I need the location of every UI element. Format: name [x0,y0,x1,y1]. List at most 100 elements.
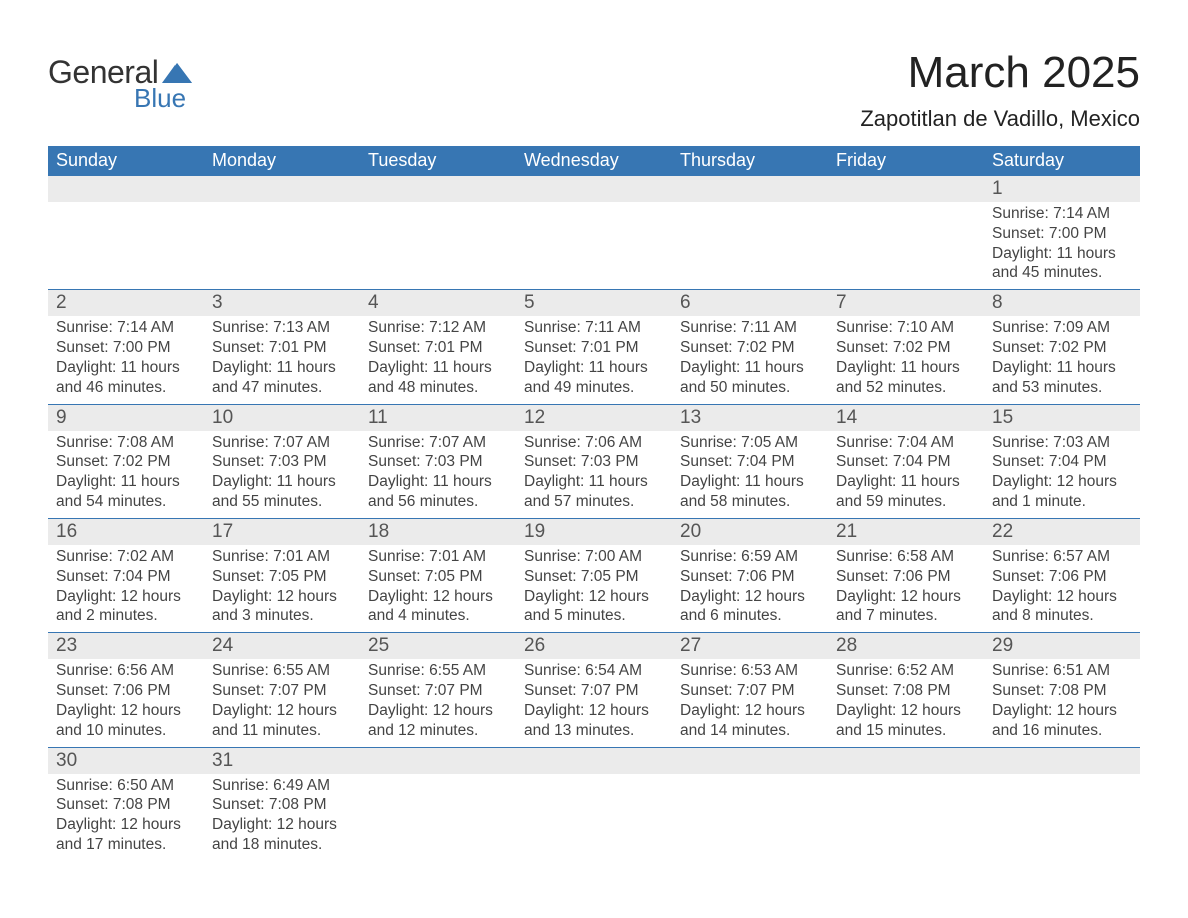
daylight-line: Daylight: 11 hours and 46 minutes. [56,359,180,396]
daylight-line: Daylight: 11 hours and 52 minutes. [836,359,960,396]
day-number-cell [516,747,672,774]
day-number: 3 [204,290,360,316]
day-body-cell: Sunrise: 7:11 AMSunset: 7:01 PMDaylight:… [516,316,672,404]
sunset-line: Sunset: 7:01 PM [368,339,483,356]
day-details: Sunrise: 6:55 AMSunset: 7:07 PMDaylight:… [360,659,516,746]
day-number: 2 [48,290,204,316]
sunrise-line: Sunrise: 6:56 AM [56,662,174,679]
day-details [360,774,516,834]
day-number: 25 [360,633,516,659]
week-body-row: Sunrise: 7:08 AMSunset: 7:02 PMDaylight:… [48,431,1140,519]
day-number-cell: 8 [984,290,1140,317]
week-body-row: Sunrise: 7:02 AMSunset: 7:04 PMDaylight:… [48,545,1140,633]
day-number-cell: 7 [828,290,984,317]
day-number: 10 [204,405,360,431]
day-number-cell [516,176,672,203]
day-body-cell: Sunrise: 7:01 AMSunset: 7:05 PMDaylight:… [204,545,360,633]
day-number [672,748,828,774]
daylight-line: Daylight: 11 hours and 54 minutes. [56,473,180,510]
day-details: Sunrise: 7:07 AMSunset: 7:03 PMDaylight:… [360,431,516,518]
day-body-cell: Sunrise: 7:14 AM Sunset: 7:00 PM Daylight:… [984,202,1140,290]
day-details: Sunrise: 7:05 AMSunset: 7:04 PMDaylight:… [672,431,828,518]
sunset-line: Sunset: 7:07 PM [524,682,639,699]
week-daynum-row: 16171819202122 [48,518,1140,545]
daylight-line: Daylight: 11 hours and 57 minutes. [524,473,648,510]
day-number-cell: 19 [516,518,672,545]
day-number-cell: 30 [48,747,204,774]
day-number [516,748,672,774]
day-number-cell [672,176,828,203]
week-daynum-row: 1 [48,176,1140,203]
day-body-cell: Sunrise: 7:05 AMSunset: 7:04 PMDaylight:… [672,431,828,519]
daylight-line: Daylight: 12 hours and 12 minutes. [368,702,493,739]
header: General Blue March 2025 Zapotitlan de Va… [48,48,1140,138]
sunset-line: Sunset: 7:08 PM [992,682,1107,699]
day-number-cell: 22 [984,518,1140,545]
day-number: 29 [984,633,1140,659]
day-body-cell [360,202,516,290]
day-details: Sunrise: 6:50 AMSunset: 7:08 PMDaylight:… [48,774,204,861]
day-number-cell [48,176,204,203]
day-header: Saturday [984,146,1140,176]
sunset-line: Sunset: 7:00 PM [56,339,171,356]
daylight-line: Daylight: 11 hours and 45 minutes. [992,245,1116,282]
day-details: Sunrise: 7:07 AMSunset: 7:03 PMDaylight:… [204,431,360,518]
day-number: 24 [204,633,360,659]
calendar-table: SundayMondayTuesdayWednesdayThursdayFrid… [48,146,1140,861]
sunrise-line: Sunrise: 7:03 AM [992,434,1110,451]
sunrise-line: Sunrise: 6:52 AM [836,662,954,679]
location-subtitle: Zapotitlan de Vadillo, Mexico [860,106,1140,132]
week-daynum-row: 9101112131415 [48,404,1140,431]
daylight-line: Daylight: 12 hours and 3 minutes. [212,588,337,625]
sunset-line: Sunset: 7:05 PM [524,568,639,585]
week-body-row: Sunrise: 7:14 AM Sunset: 7:00 PM Daylight:… [48,202,1140,290]
day-number [48,176,204,202]
day-number: 18 [360,519,516,545]
day-number-cell: 20 [672,518,828,545]
daylight-line: Daylight: 12 hours and 5 minutes. [524,588,649,625]
sunrise-line: Sunrise: 6:51 AM [992,662,1110,679]
day-number-cell: 28 [828,633,984,660]
day-body-cell [672,774,828,861]
day-body-cell: Sunrise: 6:49 AMSunset: 7:08 PMDaylight:… [204,774,360,861]
day-number: 13 [672,405,828,431]
daylight-line: Daylight: 11 hours and 50 minutes. [680,359,804,396]
sunrise-line: Sunrise: 6:57 AM [992,548,1110,565]
day-number-cell: 29 [984,633,1140,660]
sunset-line: Sunset: 7:06 PM [56,682,171,699]
brand-word-2: Blue [134,83,192,114]
day-details: Sunrise: 6:49 AMSunset: 7:08 PMDaylight:… [204,774,360,861]
day-details [516,774,672,834]
sunset-line: Sunset: 7:00 PM [992,225,1107,242]
day-body-cell: Sunrise: 7:10 AMSunset: 7:02 PMDaylight:… [828,316,984,404]
day-details [360,202,516,262]
day-body-cell: Sunrise: 7:07 AMSunset: 7:03 PMDaylight:… [360,431,516,519]
day-details: Sunrise: 7:04 AMSunset: 7:04 PMDaylight:… [828,431,984,518]
daylight-line: Daylight: 12 hours and 16 minutes. [992,702,1117,739]
day-number: 31 [204,748,360,774]
sunset-line: Sunset: 7:03 PM [212,453,327,470]
day-number: 30 [48,748,204,774]
sunrise-line: Sunrise: 7:02 AM [56,548,174,565]
day-number: 5 [516,290,672,316]
day-number: 1 [984,176,1140,202]
day-body-cell: Sunrise: 7:11 AMSunset: 7:02 PMDaylight:… [672,316,828,404]
day-number [204,176,360,202]
sunset-line: Sunset: 7:01 PM [524,339,639,356]
sunset-line: Sunset: 7:07 PM [368,682,483,699]
daylight-line: Daylight: 11 hours and 58 minutes. [680,473,804,510]
day-number: 27 [672,633,828,659]
daylight-line: Daylight: 12 hours and 14 minutes. [680,702,805,739]
sunset-line: Sunset: 7:04 PM [992,453,1107,470]
sunrise-line: Sunrise: 7:14 AM [992,205,1110,222]
day-number-cell [828,747,984,774]
sunrise-line: Sunrise: 6:50 AM [56,777,174,794]
day-body-cell: Sunrise: 7:02 AMSunset: 7:04 PMDaylight:… [48,545,204,633]
day-details [984,774,1140,834]
day-body-cell: Sunrise: 7:07 AMSunset: 7:03 PMDaylight:… [204,431,360,519]
day-details: Sunrise: 7:01 AMSunset: 7:05 PMDaylight:… [360,545,516,632]
sunrise-line: Sunrise: 7:10 AM [836,319,954,336]
sunset-line: Sunset: 7:08 PM [212,796,327,813]
day-details: Sunrise: 7:09 AMSunset: 7:02 PMDaylight:… [984,316,1140,403]
daylight-line: Daylight: 11 hours and 48 minutes. [368,359,492,396]
